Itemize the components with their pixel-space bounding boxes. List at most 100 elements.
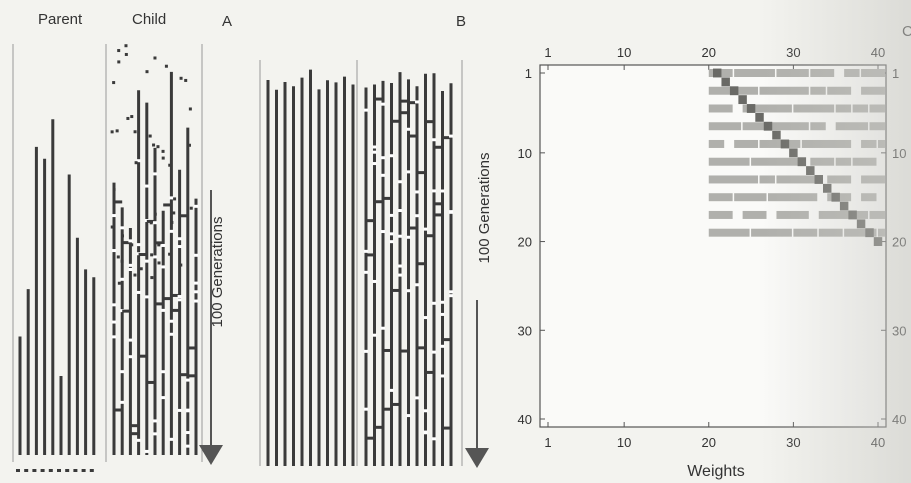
gap-mark — [169, 437, 174, 441]
gap-mark — [144, 295, 149, 299]
gap-mark — [120, 400, 125, 404]
gap-mark — [169, 196, 174, 200]
crossover-link-b — [408, 134, 417, 138]
gap-mark — [136, 438, 141, 442]
weight-block — [810, 122, 826, 131]
gap-mark-b — [389, 213, 394, 217]
gap-mark-b — [449, 210, 453, 214]
gap-mark — [194, 281, 198, 285]
weight-block — [861, 86, 885, 95]
crossover-link-b — [400, 349, 409, 353]
gap-mark — [177, 295, 182, 299]
tick-label-top: 30 — [786, 45, 800, 60]
gap-mark-b — [389, 154, 394, 158]
tick-label-top: 10 — [617, 45, 631, 60]
mutation-dot — [150, 276, 154, 280]
gap-mark — [120, 370, 125, 374]
gap-mark — [169, 332, 174, 336]
gap-mark — [177, 408, 182, 412]
gap-mark — [153, 172, 157, 176]
tick-label-bottom: 30 — [786, 435, 800, 450]
mutation-dot — [157, 261, 161, 265]
gap-mark-b — [423, 316, 428, 320]
gap-mark-b — [381, 230, 385, 234]
tick-label-bottom: 1 — [544, 435, 551, 450]
crossover-link-b — [383, 196, 392, 200]
crossover-link — [179, 214, 188, 218]
parent-marker — [32, 469, 37, 472]
weight-block — [835, 122, 869, 131]
crossover-link — [179, 373, 188, 377]
crossover-link — [114, 200, 123, 204]
gap-mark — [112, 214, 116, 218]
weight-block — [818, 228, 843, 237]
mutation-dot — [161, 156, 165, 160]
diagonal-cell — [780, 139, 790, 149]
x-axis-label: Weights — [687, 463, 745, 480]
diagonal-cell — [746, 104, 756, 113]
crossover-link — [114, 408, 123, 412]
gap-mark-b — [406, 235, 411, 239]
tick-label-left: 20 — [518, 235, 532, 250]
mutation-dot — [124, 52, 128, 56]
gap-mark — [194, 204, 198, 208]
gap-mark — [112, 335, 116, 339]
mutation-dot — [157, 243, 161, 247]
mutation-dot — [179, 76, 183, 80]
gap-mark-b — [432, 189, 436, 193]
mutation-dot — [117, 60, 121, 64]
crossover-link-b — [417, 171, 426, 175]
weight-block — [869, 210, 885, 219]
diagonal-cell — [797, 157, 807, 167]
gap-mark-b — [381, 326, 385, 330]
tick-label-right: 40 — [892, 412, 906, 427]
mutation-dot — [168, 163, 172, 167]
parent-marker — [65, 469, 70, 472]
crossover-link-b — [366, 219, 375, 223]
weight-block — [852, 104, 869, 113]
gap-mark — [161, 308, 166, 312]
gap-mark — [194, 299, 198, 303]
crossover-link-b — [408, 101, 417, 105]
mutation-dot — [189, 206, 193, 210]
gap-mark — [144, 259, 149, 263]
gap-mark-b — [372, 162, 377, 166]
parent-marker — [40, 469, 45, 472]
parent-bars-b — [266, 69, 355, 466]
tick-label-left: 1 — [525, 66, 532, 81]
mutation-dot — [148, 134, 152, 138]
gap-mark — [136, 290, 141, 294]
weight-block — [776, 210, 809, 219]
tick-label-top: 40 — [871, 45, 885, 60]
weight-block — [835, 104, 852, 113]
weight-block — [801, 139, 852, 148]
weight-block — [734, 139, 759, 148]
diagonal-cell — [814, 175, 823, 184]
mutation-dot — [130, 243, 134, 247]
weight-block — [827, 86, 852, 95]
gap-mark — [153, 419, 157, 423]
crossover-link-b — [374, 200, 383, 204]
gap-mark-b — [432, 437, 436, 441]
parent-marker — [57, 469, 61, 472]
gap-mark-b — [406, 289, 411, 293]
crossover-link-b — [391, 288, 400, 292]
weight-block — [878, 139, 885, 148]
crossover-link-b — [383, 407, 392, 411]
mutation-dot — [164, 64, 168, 68]
gap-mark-b — [415, 214, 419, 218]
gap-mark — [144, 184, 149, 188]
gap-mark — [194, 253, 198, 257]
crossover-link-b — [400, 99, 409, 103]
gap-mark — [177, 298, 182, 302]
diagonal-cell — [713, 68, 722, 78]
mutation-dot — [117, 281, 121, 285]
diagonal-cell — [721, 77, 730, 87]
crossover-link — [146, 380, 155, 384]
gap-mark — [185, 431, 190, 435]
weight-block — [810, 69, 835, 77]
crossover-link-b — [434, 202, 443, 206]
gap-mark — [128, 267, 133, 271]
weight-block — [835, 157, 852, 166]
